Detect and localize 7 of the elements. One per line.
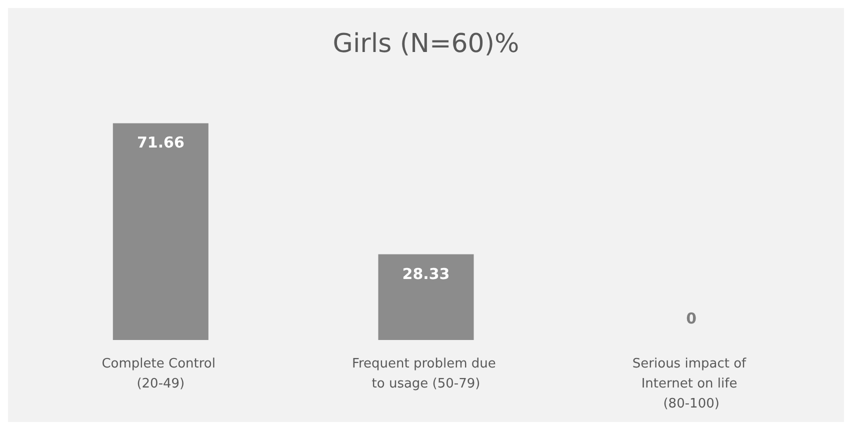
data-label: 28.33	[402, 264, 450, 283]
x-tick-label: Complete Control (20-49)	[102, 356, 220, 392]
data-label: 71.66	[136, 134, 184, 152]
x-tick-label: Frequent problem due to usage (50-79)	[352, 356, 500, 392]
chart-title: Girls (N=60)%	[332, 29, 520, 59]
data-label: 0	[686, 310, 697, 328]
x-tick-label: Serious impact of Internet on life (80-100)	[632, 356, 750, 412]
